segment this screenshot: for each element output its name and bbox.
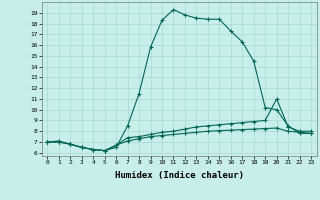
X-axis label: Humidex (Indice chaleur): Humidex (Indice chaleur)	[115, 171, 244, 180]
